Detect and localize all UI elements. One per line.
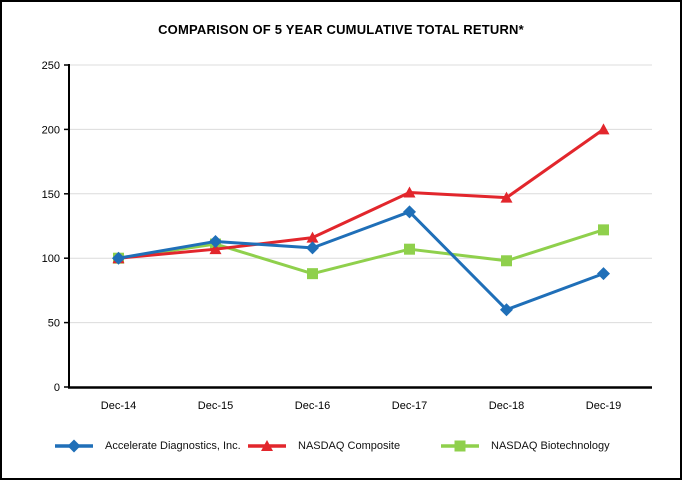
data-point-nasdaq-composite-dec-15	[209, 243, 222, 255]
y-tick-label-0: 0	[54, 382, 60, 394]
y-tick-label-200: 200	[42, 124, 60, 136]
x-axis-label-dec-16: Dec-16	[295, 400, 330, 412]
x-axis-label-dec-15: Dec-15	[198, 400, 233, 412]
legend-label: NASDAQ Biotechnology	[491, 440, 610, 452]
data-point-accelerate-diagnostics-inc-dec-17	[403, 205, 416, 219]
legend-label: NASDAQ Composite	[298, 440, 401, 452]
x-axis-label-dec-17: Dec-17	[392, 400, 427, 412]
data-point-nasdaq-composite-dec-19	[597, 123, 610, 135]
legend-item-nasdaq-composite: NASDAQ Composite	[247, 437, 400, 455]
chart-legend: Accelerate Diagnostics, Inc. NASDAQ Compo…	[2, 437, 680, 455]
data-point-nasdaq-biotechnology-dec-19	[598, 224, 609, 236]
data-point-accelerate-diagnostics-inc-dec-15	[209, 234, 222, 248]
data-point-accelerate-diagnostics-inc-dec-14	[112, 251, 125, 265]
series-line-accelerate-diagnostics-inc	[118, 210, 605, 312]
square-legend-marker-icon	[441, 440, 479, 452]
data-point-nasdaq-composite-dec-16	[306, 231, 319, 243]
series-line-nasdaq-composite	[118, 128, 605, 260]
triangle-icon	[261, 440, 273, 451]
data-point-accelerate-diagnostics-inc-dec-18	[500, 303, 513, 317]
x-axis-label-dec-19: Dec-19	[586, 400, 621, 412]
data-point-accelerate-diagnostics-inc-dec-19	[597, 267, 610, 281]
data-point-nasdaq-biotechnology-dec-16	[307, 268, 318, 280]
chart-title: COMPARISON OF 5 YEAR CUMULATIVE TOTAL RE…	[158, 22, 524, 37]
data-point-nasdaq-biotechnology-dec-17	[404, 243, 415, 255]
y-tick-label-250: 250	[42, 60, 60, 72]
legend-item-nasdaq-biotechnology: NASDAQ Biotechnology	[440, 437, 610, 455]
diamond-icon	[67, 439, 81, 453]
square-icon	[454, 440, 466, 452]
y-tick-label-50: 50	[48, 318, 60, 330]
diamond-legend-marker-icon	[55, 439, 93, 453]
triangle-legend-marker-icon	[248, 440, 286, 451]
x-axis-label-dec-14: Dec-14	[101, 400, 136, 412]
data-point-nasdaq-composite-dec-18	[500, 191, 513, 203]
legend-label: Accelerate Diagnostics, Inc.	[105, 440, 241, 452]
data-point-accelerate-diagnostics-inc-dec-16	[306, 241, 319, 255]
data-point-nasdaq-biotechnology-dec-18	[501, 255, 512, 267]
y-tick-label-100: 100	[42, 253, 60, 265]
x-axis-label-dec-18: Dec-18	[489, 400, 524, 412]
data-point-nasdaq-composite-dec-17	[403, 186, 416, 198]
legend-item-accelerate-diagnostics-inc: Accelerate Diagnostics, Inc.	[54, 437, 241, 455]
y-tick-label-150: 150	[42, 189, 60, 201]
series-line-nasdaq-biotechnology	[118, 228, 604, 276]
